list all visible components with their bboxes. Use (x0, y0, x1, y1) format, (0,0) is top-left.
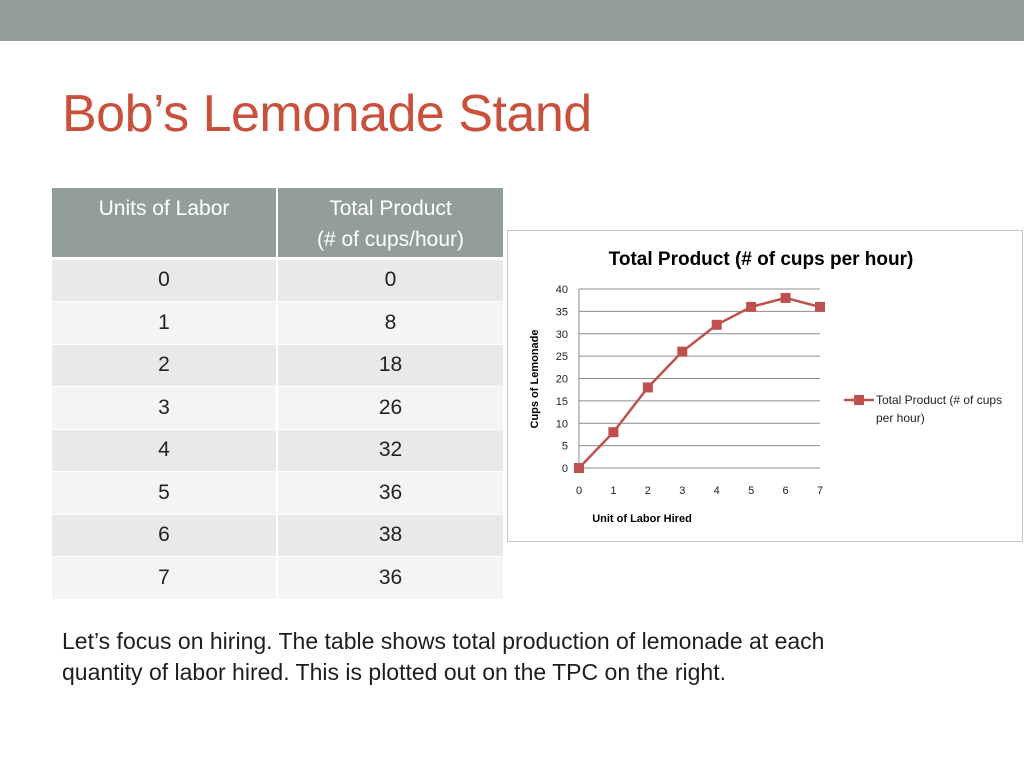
data-point-marker (815, 301, 825, 312)
table-row: 4 32 (52, 429, 503, 472)
data-point-marker (574, 463, 584, 473)
product-cell: 8 (277, 301, 503, 345)
x-tick-label: 1 (610, 485, 616, 497)
legend-label-line1: Total Product (# of cups (876, 393, 1002, 407)
slide-caption: Let’s focus on hiring. The table shows t… (62, 626, 962, 688)
labor-cell: 6 (52, 514, 278, 557)
x-tick-label: 7 (817, 485, 823, 497)
caption-line-1: Let’s focus on hiring. The table shows t… (62, 628, 825, 654)
data-point-marker (642, 382, 653, 393)
product-cell: 36 (277, 471, 503, 515)
product-cell: 0 (277, 258, 503, 302)
header-total-product-line2: (# of cups/hour) (316, 228, 465, 251)
legend-label-line2: per hour) (876, 411, 925, 425)
x-tick-label: 5 (748, 485, 754, 497)
y-tick-labels: 0 5 10 15 20 25 30 35 40 (556, 284, 568, 475)
y-tick-label: 10 (556, 418, 568, 430)
labor-cell: 7 (52, 556, 278, 600)
table-header-row: Units of Labor Total Product (# of cups/… (52, 188, 503, 260)
table-row: 7 36 (52, 556, 503, 600)
data-point-marker (608, 427, 619, 438)
data-point-marker (746, 301, 757, 312)
chart-title: Total Product (# of cups per hour) (609, 249, 914, 270)
x-tick-label: 6 (783, 485, 789, 497)
y-tick-label: 15 (556, 396, 568, 408)
y-tick-label: 30 (556, 329, 568, 341)
table-row: 6 38 (52, 514, 503, 557)
header-units-of-labor: Units of Labor (52, 188, 278, 260)
y-tick-label: 0 (562, 463, 568, 475)
x-tick-label: 4 (714, 485, 720, 497)
top-accent-bar (0, 0, 1024, 41)
caption-line-2: quantity of labor hired. This is plotted… (62, 659, 726, 685)
x-tick-labels: 0 1 2 3 4 5 6 7 (576, 485, 823, 497)
data-point-marker (711, 319, 722, 330)
slide-title: Bob’s Lemonade Stand (62, 85, 592, 143)
y-tick-label: 25 (556, 351, 568, 363)
y-tick-label: 40 (556, 284, 568, 296)
labor-cell: 5 (52, 471, 278, 515)
data-point-marker (780, 292, 791, 303)
data-point-marker (677, 346, 688, 357)
series-total-product (574, 292, 825, 473)
header-total-product: Total Product (# of cups/hour) (277, 188, 503, 260)
product-cell: 32 (277, 429, 503, 472)
total-product-chart: Total Product (# of cups per hour) 0 5 10 1… (507, 230, 1023, 542)
product-cell: 18 (277, 344, 503, 387)
x-tick-label: 0 (576, 485, 582, 497)
product-cell: 38 (277, 514, 503, 557)
product-cell: 26 (277, 386, 503, 430)
table-row: 2 18 (52, 344, 503, 387)
x-tick-label: 2 (645, 485, 651, 497)
y-axis-label: Cups of Lemonade (529, 329, 541, 428)
table-row: 1 8 (52, 301, 503, 345)
x-axis-label: Unit of Labor Hired (592, 513, 692, 525)
chart-legend: Total Product (# of cups per hour) (844, 393, 1002, 425)
chart-gridlines (578, 288, 820, 469)
table-row: 3 26 (52, 386, 503, 430)
chart-canvas: Total Product (# of cups per hour) 05101… (529, 249, 1002, 525)
legend-marker (854, 395, 864, 405)
product-cell: 36 (277, 556, 503, 600)
y-tick-label: 20 (556, 374, 568, 386)
labor-product-table: Units of Labor Total Product (# of cups/… (52, 188, 503, 600)
labor-cell: 0 (52, 258, 278, 302)
header-total-product-line1: Total Product (329, 197, 452, 220)
labor-cell: 2 (52, 344, 278, 387)
labor-cell: 3 (52, 386, 278, 430)
table-row: 0 0 (52, 258, 503, 302)
series-line (578, 296, 821, 469)
labor-cell: 1 (52, 301, 278, 345)
table-row: 5 36 (52, 471, 503, 515)
y-tick-label: 5 (562, 441, 568, 453)
x-tick-label: 3 (679, 485, 685, 497)
labor-cell: 4 (52, 429, 278, 472)
y-tick-label: 35 (556, 306, 568, 318)
